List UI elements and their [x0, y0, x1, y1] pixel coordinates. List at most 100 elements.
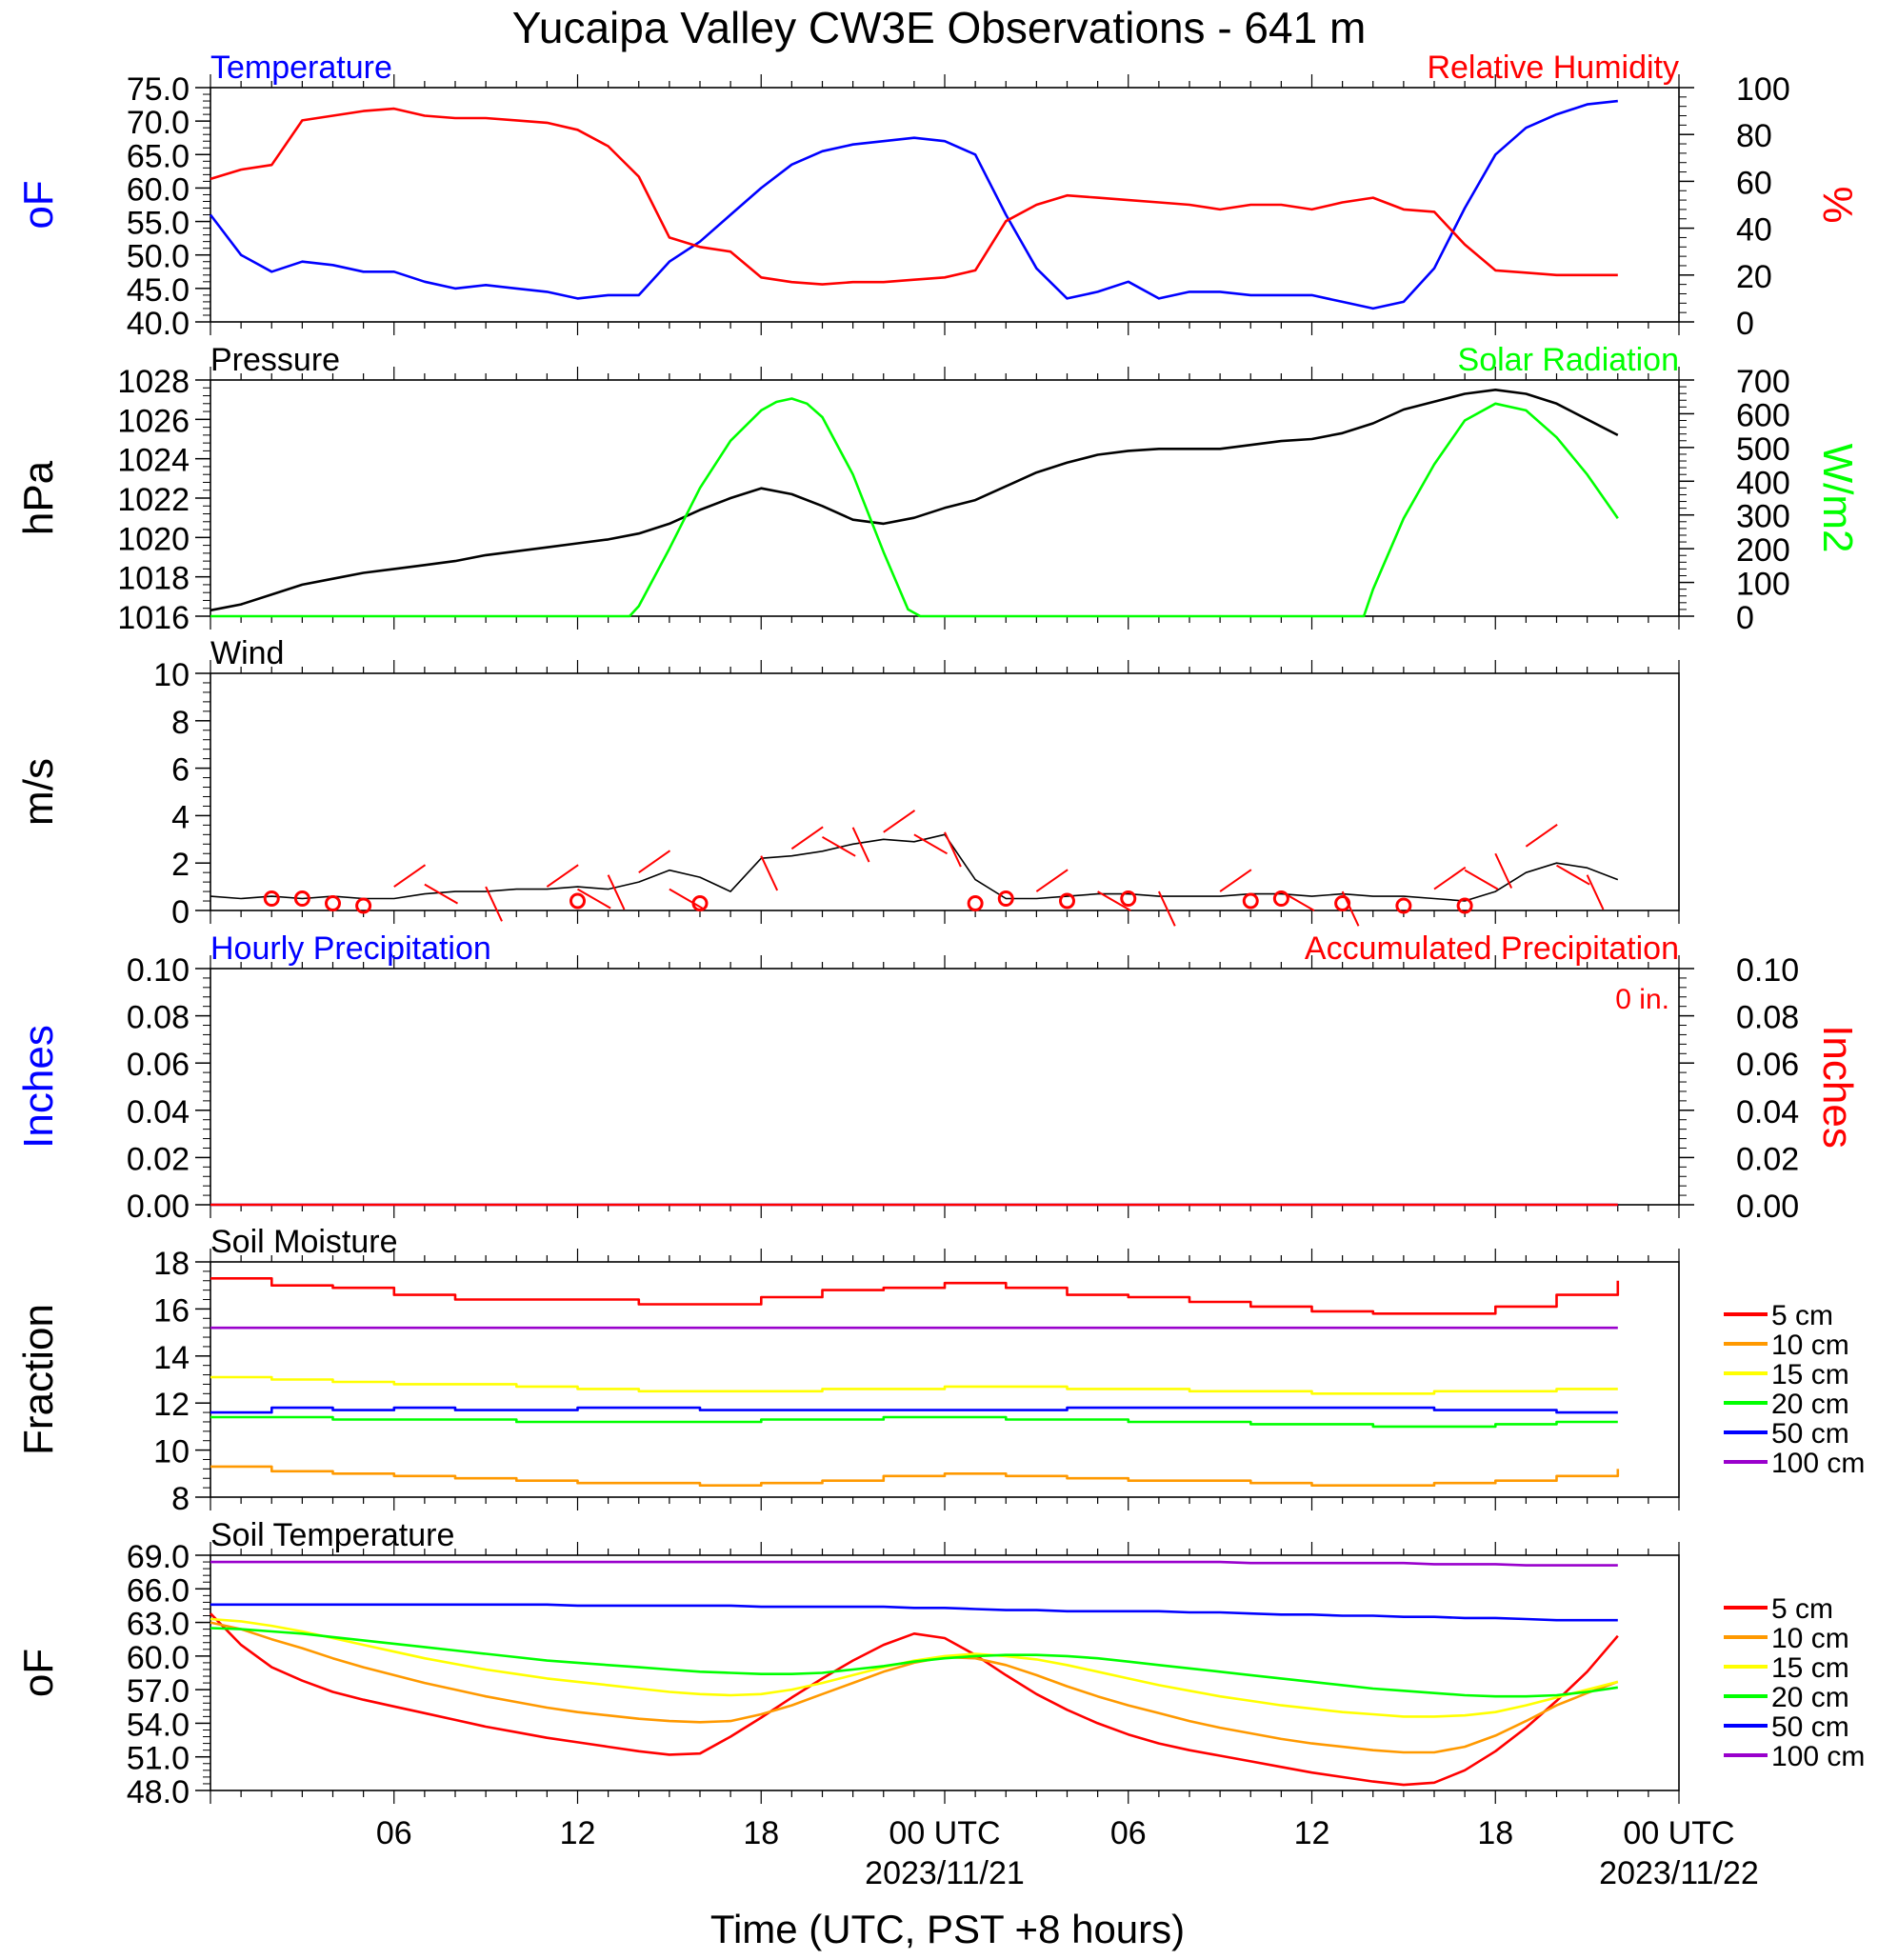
y-axis-label: oF	[15, 1649, 62, 1697]
right-tick-label: 0.10	[1736, 952, 1799, 989]
series-line-20-cm	[210, 1415, 1618, 1429]
legend-label: 10 cm	[1771, 1623, 1849, 1654]
left-tick-label: 10	[153, 1434, 190, 1470]
right-tick-label: 0.04	[1736, 1094, 1799, 1130]
wind-barb	[393, 864, 427, 888]
left-tick-label: 60.0	[127, 171, 190, 208]
panel-title-left: Hourly Precipitation	[210, 930, 491, 967]
y-axis-label: m/s	[15, 758, 62, 826]
right-tick-label: 0	[1736, 600, 1754, 636]
left-tick-label: 70.0	[127, 105, 190, 141]
wind-barb	[1280, 890, 1315, 911]
x-tick-label: 06	[376, 1815, 412, 1851]
left-tick-label: 48.0	[127, 1774, 190, 1810]
left-tick-label: 1024	[117, 443, 190, 479]
panel-title-left: Pressure	[210, 342, 340, 378]
panel-title-left: Soil Temperature	[210, 1517, 454, 1553]
right-tick-label: 100	[1736, 567, 1790, 603]
wind-barb	[1494, 852, 1513, 889]
panel-3: 0.10 0.08 0.06 0.04 0.02 0.00 0.10 0.08 0.06 0.04…	[15, 930, 1861, 1225]
left-tick-label: 14	[153, 1340, 190, 1376]
left-tick-label: 50.0	[127, 239, 190, 275]
wind-barb	[1433, 866, 1467, 890]
y-axis-label: hPa	[15, 460, 62, 535]
right-tick-label: 200	[1736, 532, 1790, 569]
series-line-5-cm	[210, 1612, 1619, 1787]
x-axis: 06 12 18 00 UTC 06 12 18 00 UTC 2023/11/21 2023/1…	[376, 1815, 1759, 1891]
right-tick-label: 80	[1736, 118, 1772, 154]
series-line-relative-humidity	[210, 107, 1618, 286]
panel-title-left: Soil Moisture	[210, 1224, 398, 1260]
wind-barb	[851, 827, 870, 863]
wind-barb	[1157, 890, 1176, 927]
right-tick-label: 400	[1736, 465, 1790, 501]
left-tick-label: 1022	[117, 482, 190, 518]
calm-wind-marker	[569, 892, 586, 910]
left-tick-label: 1026	[117, 403, 190, 439]
right-tick-label: 40	[1736, 212, 1772, 249]
right-tick-label: 0	[1736, 306, 1754, 342]
right-tick-label: 100	[1736, 71, 1790, 108]
legend-label: 50 cm	[1771, 1711, 1849, 1743]
left-tick-label: 0.00	[127, 1189, 190, 1225]
left-tick-label: 18	[153, 1246, 190, 1282]
panel-title-right: Solar Radiation	[1458, 342, 1679, 378]
date-label: 2023/11/22	[1599, 1855, 1759, 1891]
right-tick-label: 0.00	[1736, 1189, 1799, 1225]
legend-label: 15 cm	[1771, 1359, 1849, 1390]
x-tick-label: 00 UTC	[889, 1815, 1000, 1851]
wind-barb	[944, 831, 962, 868]
wind-barb	[760, 855, 779, 891]
panel-title-left: Wind	[210, 635, 284, 671]
left-tick-label: 10	[153, 657, 190, 693]
wind-barb	[1035, 869, 1069, 892]
calm-wind-marker	[1334, 895, 1351, 912]
left-tick-label: 12	[153, 1387, 190, 1423]
left-tick-label: 0.02	[127, 1141, 190, 1177]
legend-label: 20 cm	[1771, 1682, 1849, 1713]
series-line-15-cm	[210, 1375, 1618, 1395]
wind-barb	[1586, 874, 1605, 910]
right-tick-label: 0.06	[1736, 1047, 1799, 1083]
series-line-temperature	[209, 99, 1618, 310]
wind-barb	[1097, 890, 1131, 911]
wind-barb	[546, 864, 579, 888]
series-line-10-cm	[210, 1465, 1620, 1487]
left-tick-label: 8	[171, 705, 190, 741]
x-tick-label: 18	[1477, 1815, 1513, 1851]
right-tick-label: 600	[1736, 397, 1790, 433]
series-line-50-cm	[210, 1603, 1618, 1622]
left-tick-label: 0	[171, 894, 190, 930]
left-tick-label: 16	[153, 1292, 190, 1329]
left-tick-label: 2	[171, 847, 190, 883]
left-tick-label: 1016	[117, 600, 190, 636]
calm-wind-marker	[997, 890, 1014, 908]
left-tick-label: 4	[171, 799, 190, 835]
right-tick-label: 20	[1736, 259, 1772, 295]
legend-label: 5 cm	[1771, 1300, 1833, 1331]
left-tick-label: 66.0	[127, 1572, 190, 1609]
wind-barb	[669, 888, 704, 910]
calm-wind-marker	[967, 895, 984, 912]
wind-barb	[1555, 864, 1590, 886]
wind-barb	[607, 874, 626, 910]
left-tick-label: 45.0	[127, 272, 190, 309]
left-tick-label: 55.0	[127, 206, 190, 242]
calm-wind-marker	[1120, 890, 1137, 908]
left-tick-label: 69.0	[127, 1539, 190, 1575]
left-tick-label: 6	[171, 752, 190, 789]
series-line-100-cm	[210, 1560, 1618, 1567]
calm-wind-marker	[1059, 892, 1075, 910]
y-axis-label-right: W/m2	[1814, 444, 1861, 553]
left-tick-label: 75.0	[127, 71, 190, 108]
legend-label: 15 cm	[1771, 1652, 1849, 1684]
x-tick-label: 06	[1110, 1815, 1147, 1851]
left-tick-label: 1018	[117, 561, 190, 597]
calm-wind-marker	[355, 897, 372, 914]
legend-label: 100 cm	[1771, 1448, 1865, 1479]
calm-wind-marker	[1395, 897, 1412, 914]
